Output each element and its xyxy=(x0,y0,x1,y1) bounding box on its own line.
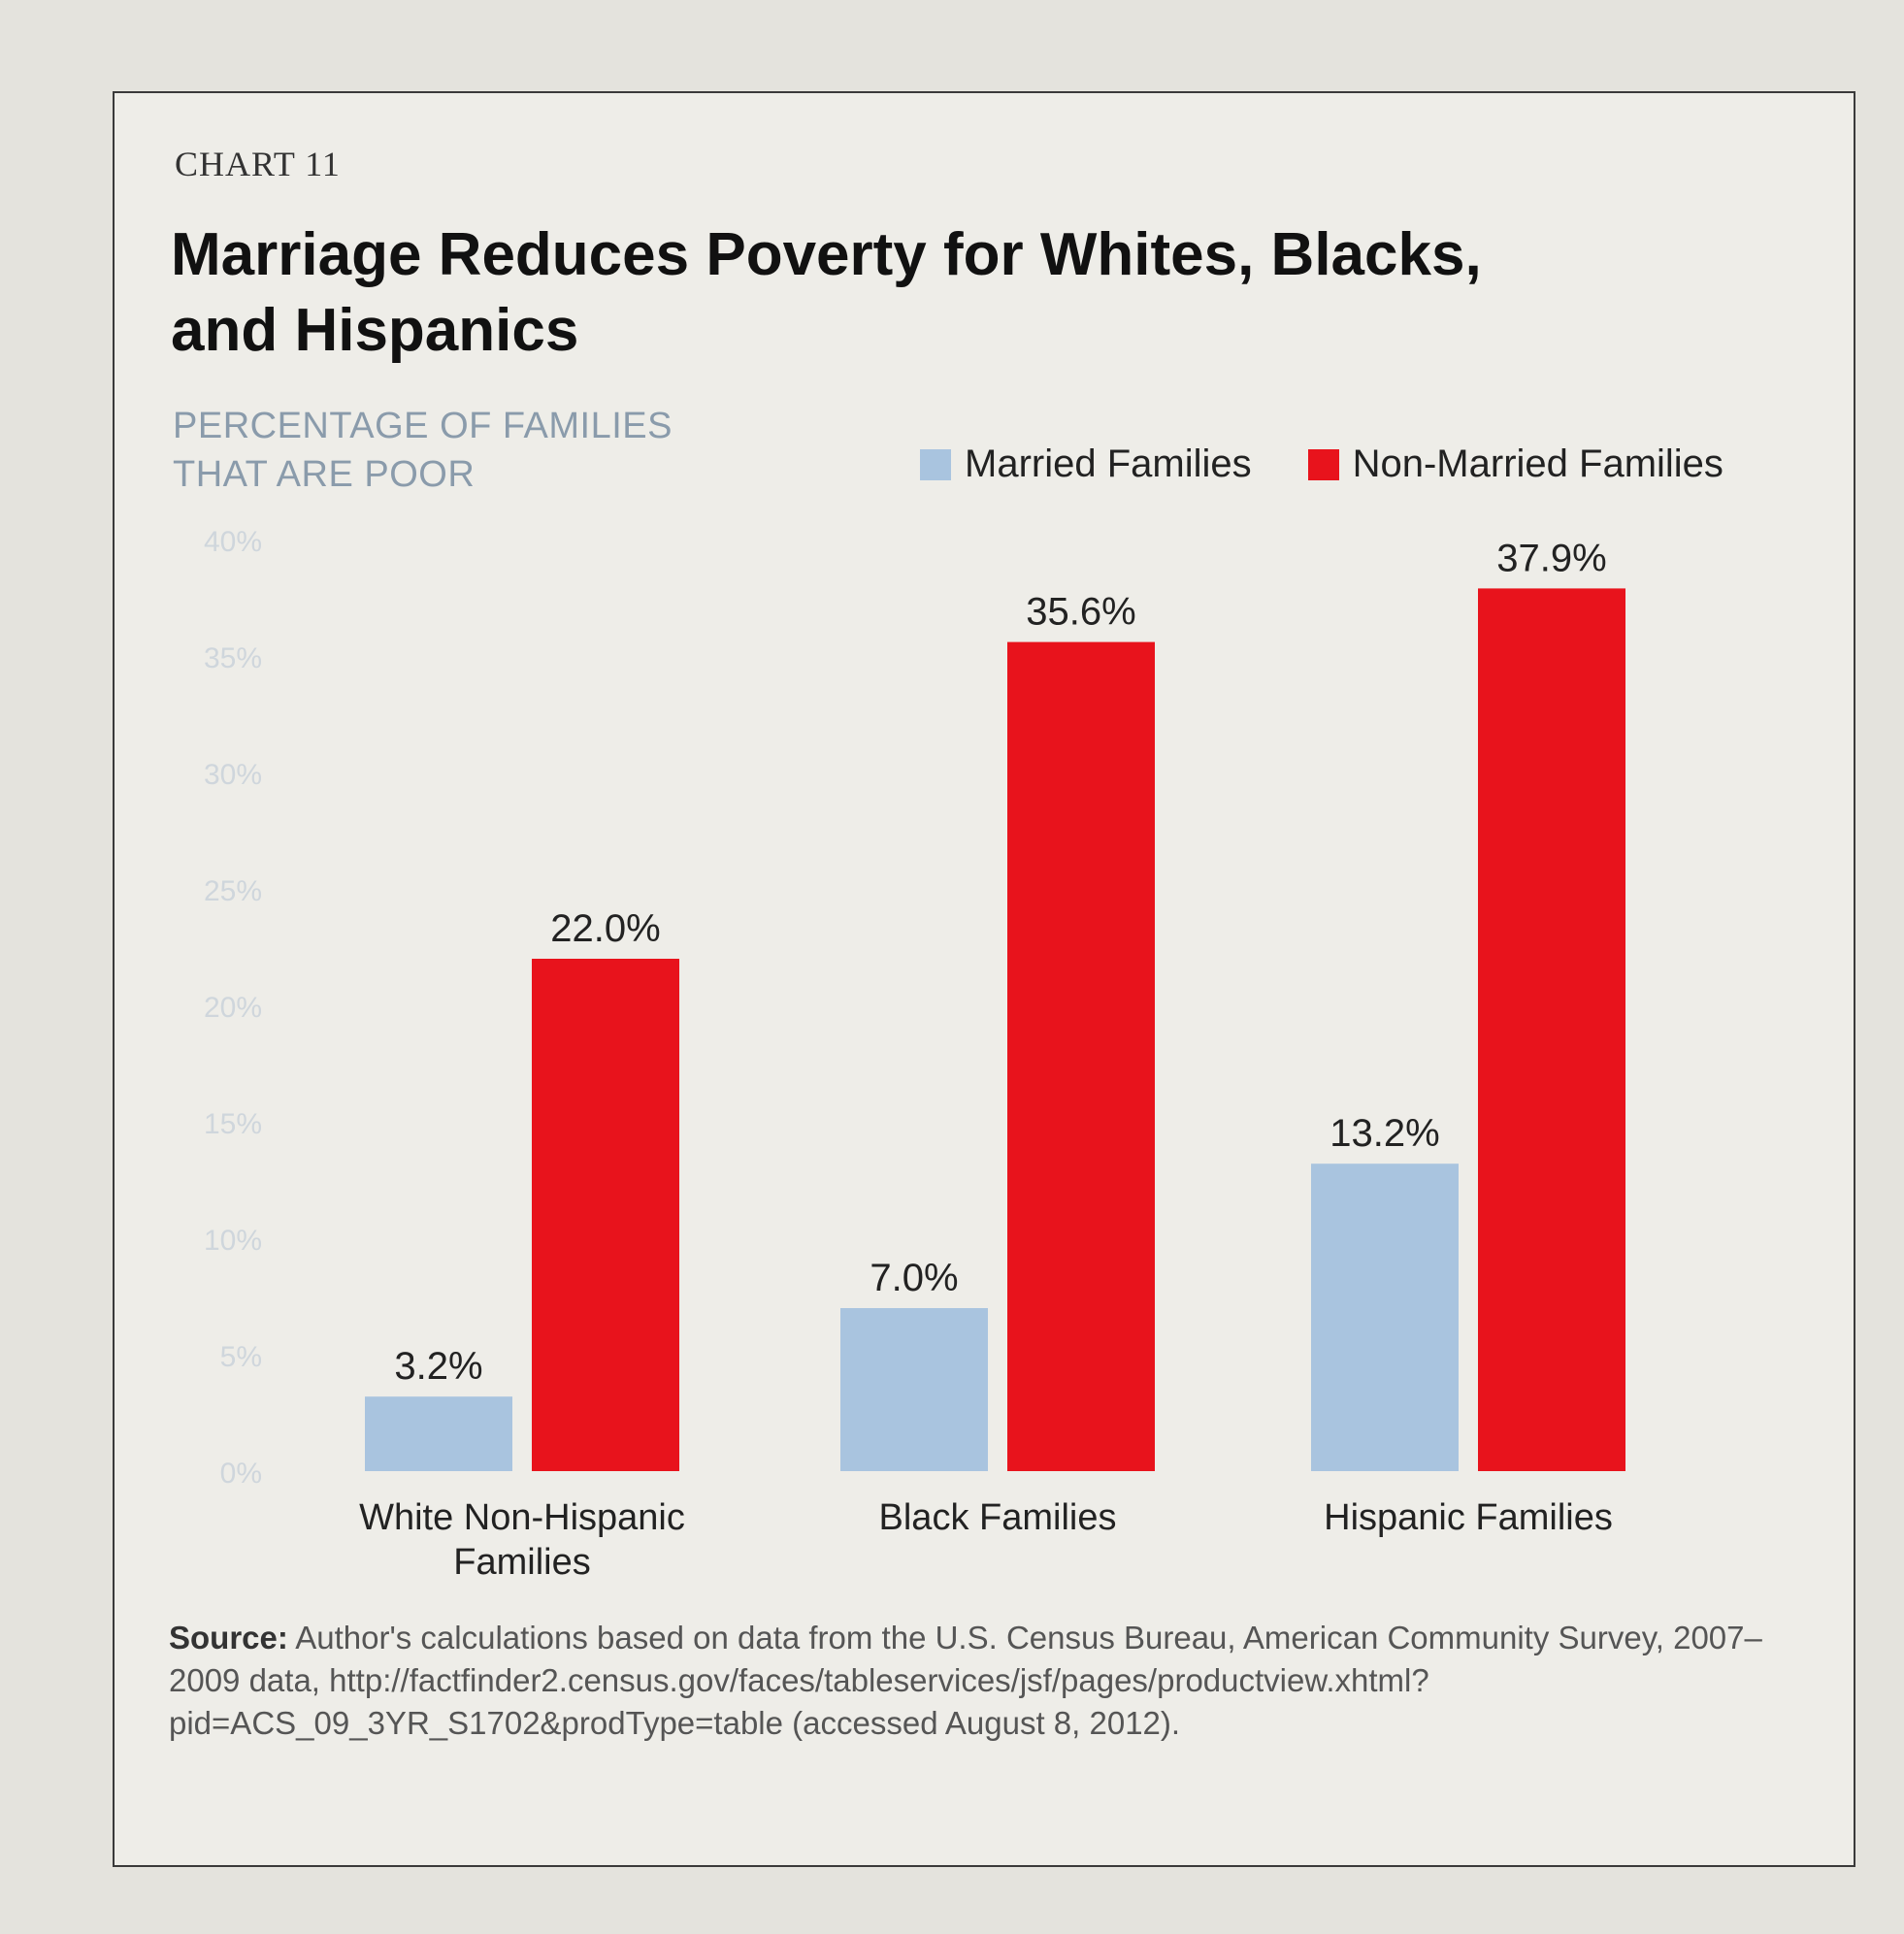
bar-married xyxy=(1311,1164,1459,1471)
data-label-non-married: 37.9% xyxy=(1496,537,1606,579)
legend-label-non-married: Non-Married Families xyxy=(1352,443,1723,485)
bar-non-married xyxy=(1478,588,1625,1471)
y-tick-label: 30% xyxy=(204,759,262,791)
y-tick-label: 25% xyxy=(204,875,262,907)
bar-married xyxy=(840,1308,988,1471)
data-label-non-married: 22.0% xyxy=(550,907,660,950)
y-tick-label: 5% xyxy=(220,1341,262,1373)
data-label-married: 13.2% xyxy=(1330,1112,1439,1155)
y-tick-label: 10% xyxy=(204,1225,262,1257)
source-note: Source: Author's calculations based on d… xyxy=(169,1617,1780,1745)
y-tick-label: 20% xyxy=(204,992,262,1024)
data-label-married: 3.2% xyxy=(394,1345,482,1388)
chart-number: CHART 11 xyxy=(175,145,341,183)
legend-label-married: Married Families xyxy=(965,443,1252,485)
y-tick-label: 15% xyxy=(204,1108,262,1140)
legend: Married Families Non-Married Families xyxy=(920,443,1762,486)
y-tick-label: 40% xyxy=(204,526,262,558)
bar-chart: 0% 5% 10% 15% 20% 25% 30% 35% 40% 3.2% 22.0% White … xyxy=(204,526,1625,1583)
legend-item-non-married: Non-Married Families xyxy=(1307,443,1723,486)
bar-non-married xyxy=(1007,641,1155,1471)
chart-title: Marriage Reduces Poverty for Whites, Bla… xyxy=(171,221,1482,364)
category-label: Hispanic Families xyxy=(1324,1497,1613,1538)
y-axis-label: PERCENTAGE OF FAMILIES THAT ARE POOR xyxy=(173,406,673,495)
data-label-married: 7.0% xyxy=(870,1257,958,1299)
legend-swatch-non-married xyxy=(1307,448,1339,480)
category-label: White Non-Hispanic Families xyxy=(359,1497,685,1583)
category-label: Black Families xyxy=(879,1497,1117,1538)
y-tick-label: 0% xyxy=(220,1458,262,1490)
legend-swatch-married xyxy=(920,448,951,480)
bar-non-married xyxy=(532,959,679,1471)
data-label-non-married: 35.6% xyxy=(1026,591,1135,634)
source-label: Source: xyxy=(169,1620,288,1655)
source-text: Author's calculations based on data from… xyxy=(169,1620,1762,1741)
bar-married xyxy=(365,1396,512,1471)
legend-item-married: Married Families xyxy=(920,443,1252,486)
chart-frame: CHART 11 Marriage Reduces Poverty for Wh… xyxy=(113,91,1855,1867)
y-tick-label: 35% xyxy=(204,642,262,674)
